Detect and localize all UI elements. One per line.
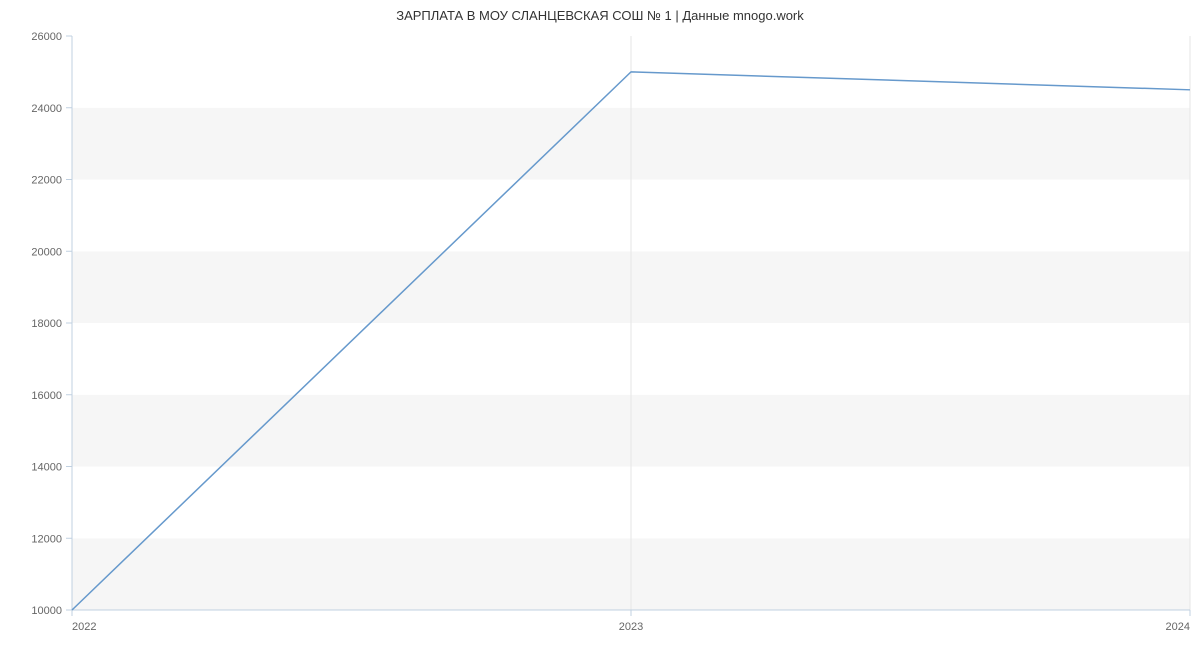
svg-text:26000: 26000 [31,31,62,43]
svg-text:14000: 14000 [31,462,62,474]
svg-text:2024: 2024 [1166,621,1190,633]
svg-text:2023: 2023 [619,621,643,633]
svg-text:12000: 12000 [31,533,62,545]
svg-text:2022: 2022 [72,621,96,633]
chart-title: ЗАРПЛАТА В МОУ СЛАНЦЕВСКАЯ СОШ № 1 | Дан… [0,8,1200,23]
svg-text:20000: 20000 [31,246,62,258]
svg-text:18000: 18000 [31,318,62,330]
salary-chart: ЗАРПЛАТА В МОУ СЛАНЦЕВСКАЯ СОШ № 1 | Дан… [0,0,1200,650]
svg-text:22000: 22000 [31,175,62,187]
svg-text:16000: 16000 [31,390,62,402]
svg-text:24000: 24000 [31,103,62,115]
chart-svg: 10000 12000 14000 16000 18000 20000 22000 24000… [0,0,1200,650]
svg-text:10000: 10000 [31,605,62,617]
